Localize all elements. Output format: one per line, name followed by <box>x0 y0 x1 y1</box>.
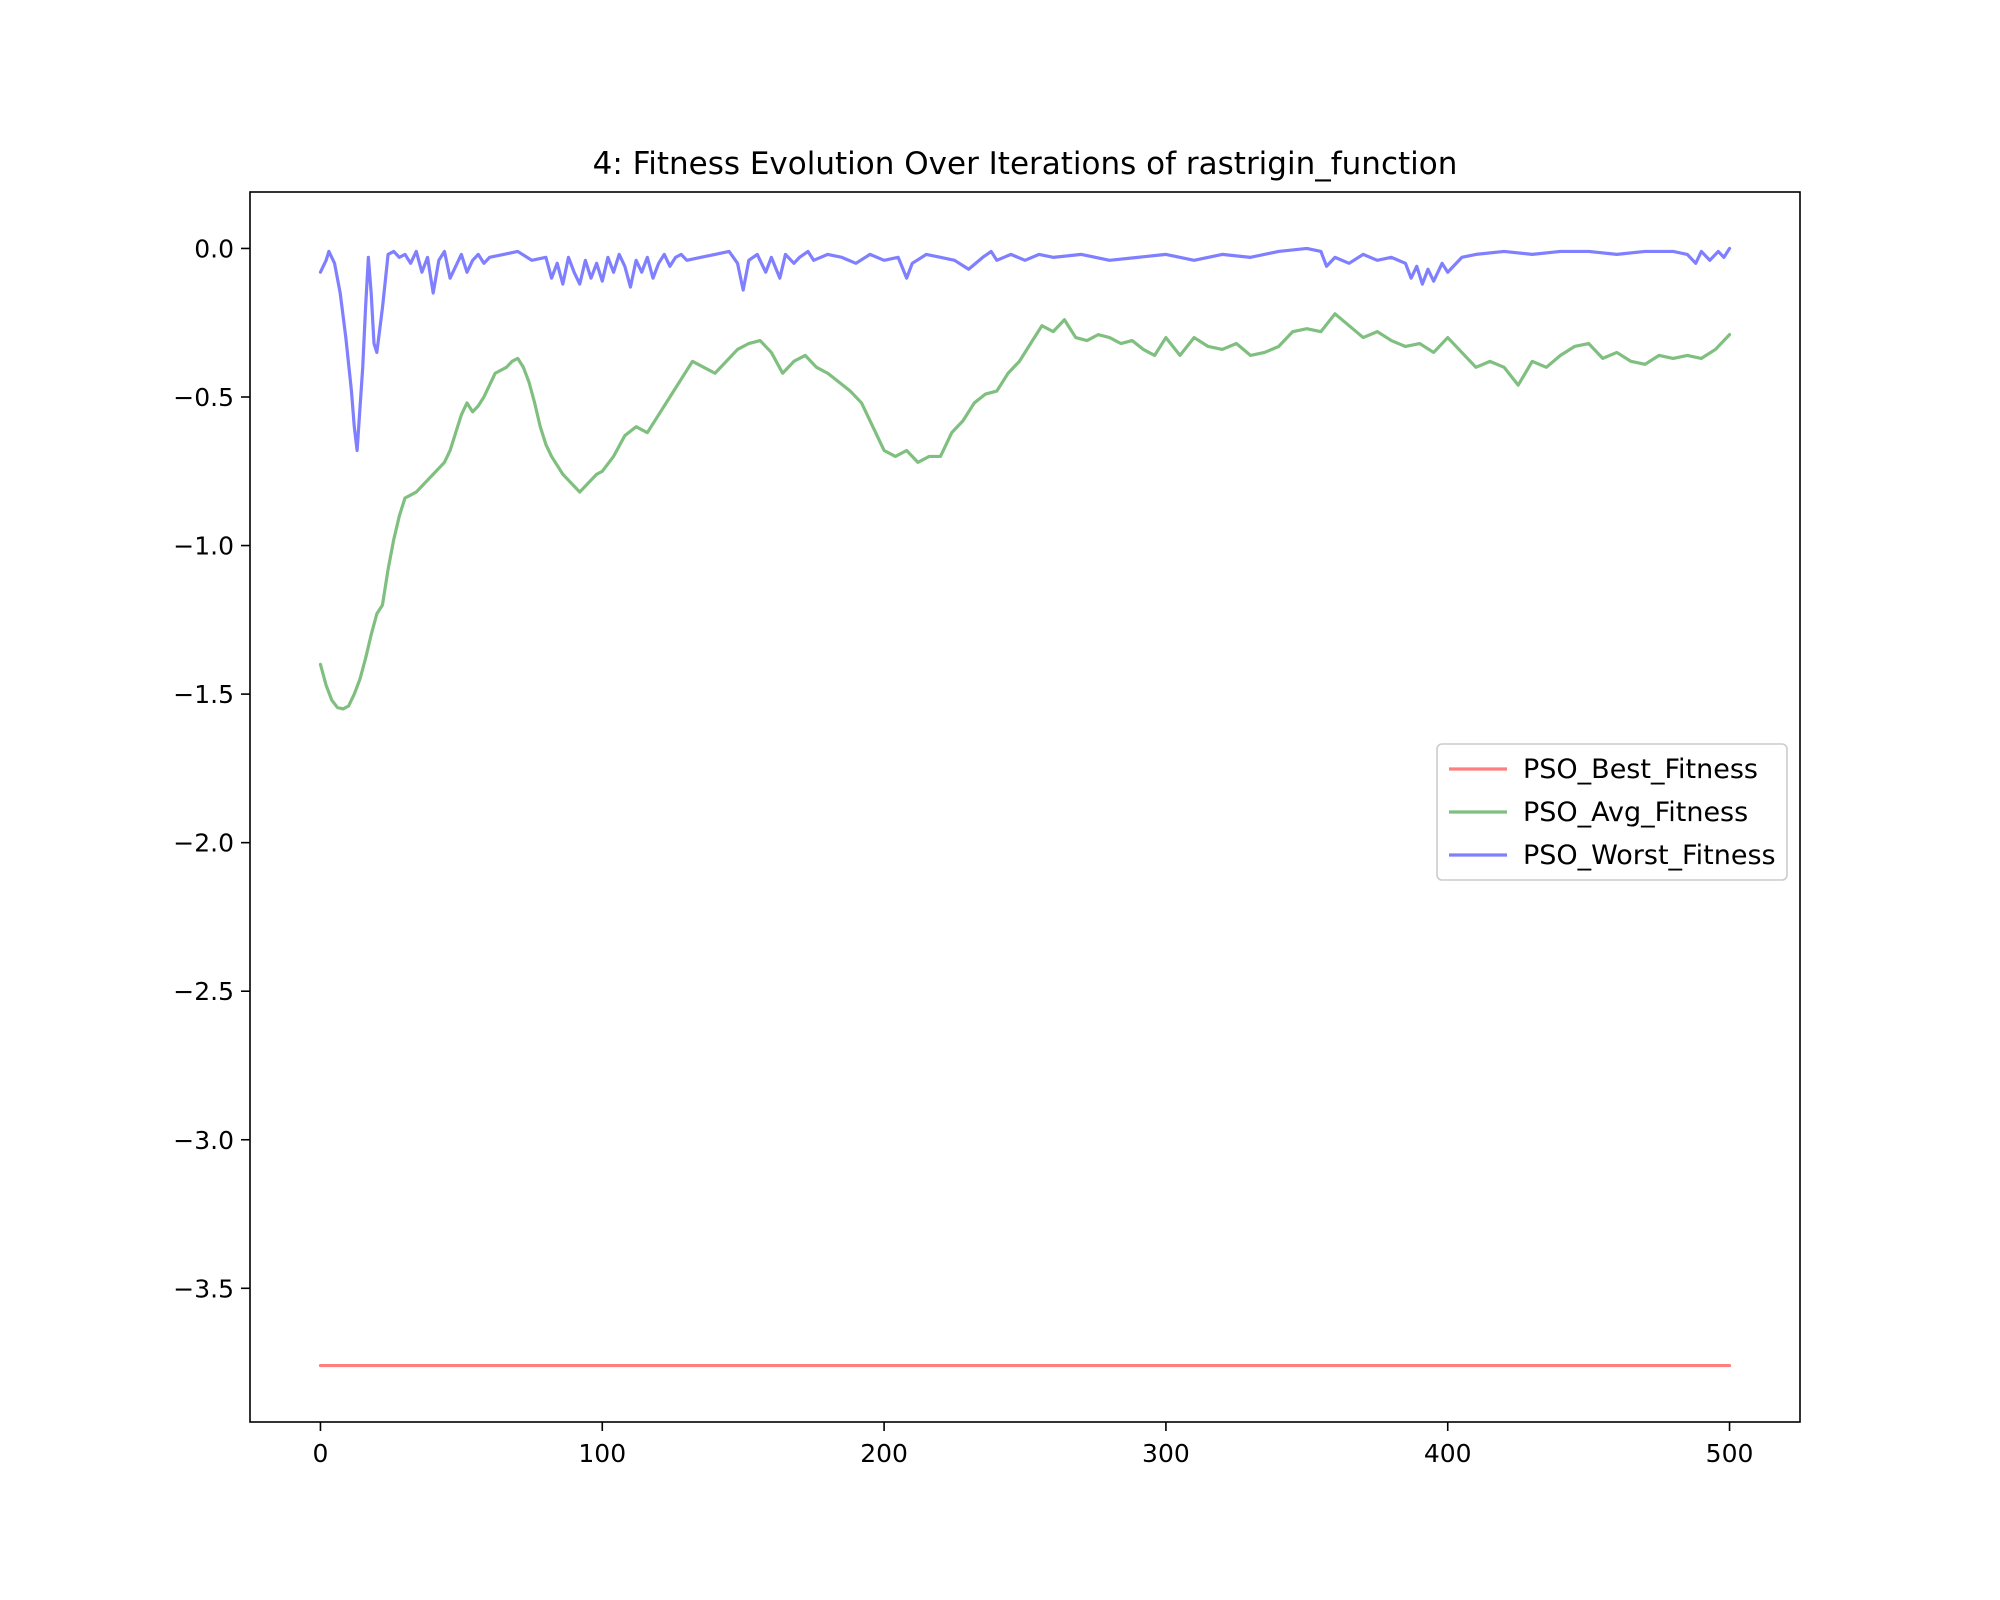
series-line-pso-worst-fitness <box>318 246 1732 453</box>
y-tick-label: −1.0 <box>173 532 234 561</box>
x-axis: 0 100 200 300 400 500 <box>313 1422 1754 1468</box>
x-tick-label: 500 <box>1706 1439 1754 1468</box>
y-tick-label: −3.0 <box>173 1126 234 1155</box>
x-tick-label: 400 <box>1424 1439 1472 1468</box>
plot-area-frame <box>249 191 1801 1423</box>
y-tick-label: 0.0 <box>194 234 234 263</box>
legend-label: PSO_Worst_Fitness <box>1523 840 1776 871</box>
y-tick-label: −2.5 <box>173 977 234 1006</box>
legend-label: PSO_Avg_Fitness <box>1523 797 1748 828</box>
y-tick-label: −3.5 <box>173 1274 234 1303</box>
legend: PSO_Best_Fitness PSO_Avg_Fitness PSO_Worst… <box>1436 743 1788 881</box>
y-tick-label: −1.5 <box>173 680 234 709</box>
legend-box <box>1436 743 1788 881</box>
x-tick-label: 300 <box>1142 1439 1190 1468</box>
x-tick-label: 0 <box>313 1439 329 1468</box>
x-tick-label: 100 <box>578 1439 626 1468</box>
x-tick-label: 200 <box>860 1439 908 1468</box>
chart-title: 4: Fitness Evolution Over Iterations of … <box>593 146 1458 182</box>
y-tick-label: −0.5 <box>173 383 234 412</box>
y-tick-label: −2.0 <box>173 829 234 858</box>
y-axis: 0.0 −0.5 −1.0 −1.5 −2.0 −2.5 −3.0 −3.5 <box>173 234 250 1303</box>
series-layer <box>318 246 1732 1368</box>
legend-label: PSO_Best_Fitness <box>1523 754 1758 785</box>
series-line-pso-avg-fitness <box>318 312 1732 711</box>
